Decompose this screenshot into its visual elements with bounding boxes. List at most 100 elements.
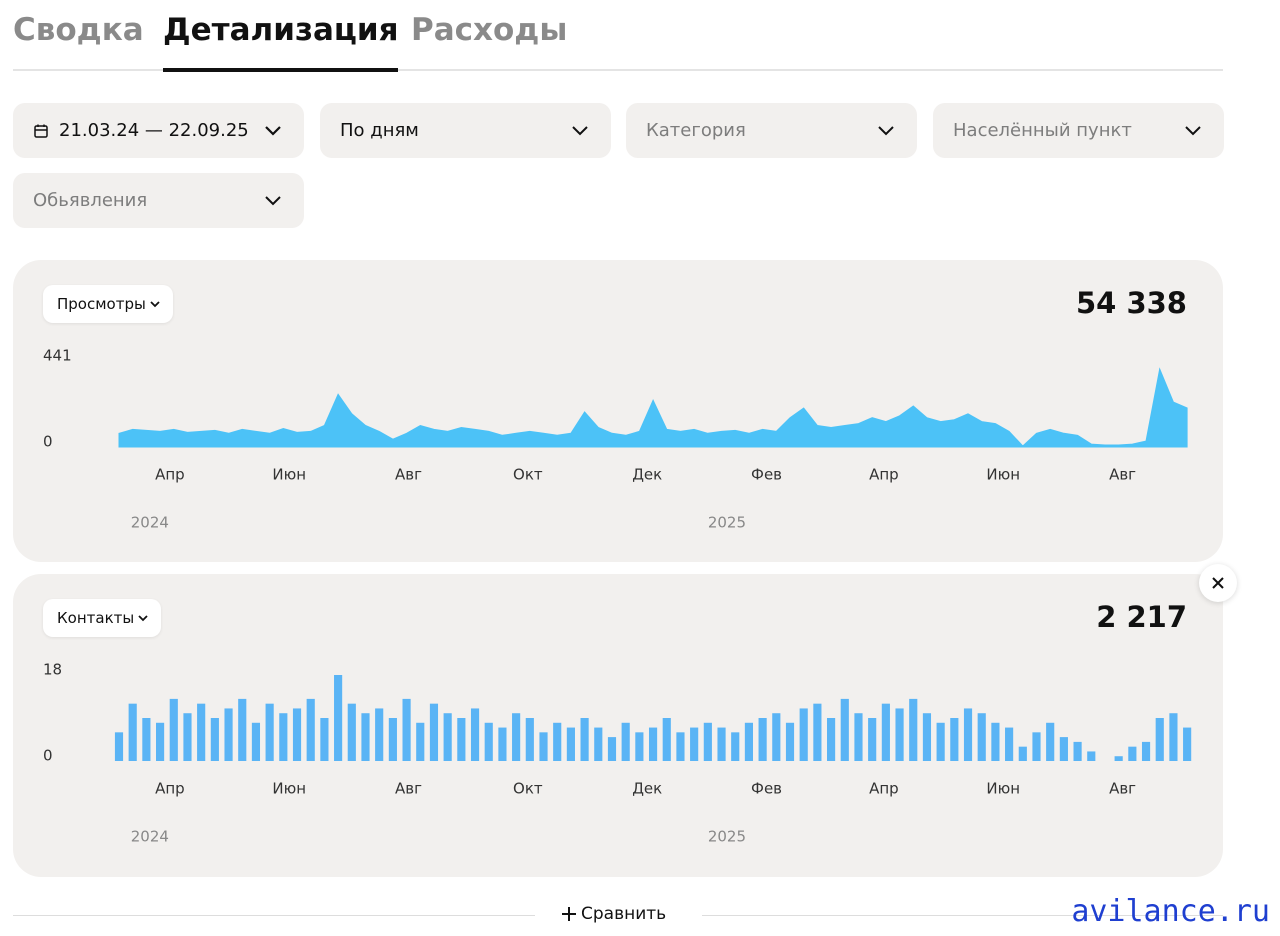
bar bbox=[799, 708, 808, 761]
bar bbox=[703, 722, 712, 761]
chevron bbox=[572, 126, 588, 136]
tab[interactable]: Детализация bbox=[163, 12, 399, 48]
bar bbox=[347, 703, 356, 761]
x-tick-label: Окт bbox=[513, 466, 543, 484]
bar bbox=[484, 722, 493, 761]
bar bbox=[1073, 741, 1082, 761]
x-tick-label: Авг bbox=[395, 466, 422, 484]
bar bbox=[635, 732, 644, 761]
x-tick-label: Дек bbox=[632, 780, 662, 798]
x-tick-label: Фев bbox=[751, 466, 782, 484]
metric-select[interactable]: Контакты bbox=[43, 599, 162, 637]
metric-name: Контакты bbox=[57, 609, 135, 627]
bar bbox=[1032, 732, 1041, 761]
bar bbox=[1141, 741, 1151, 761]
bar bbox=[1059, 737, 1068, 761]
chart-card: Просмотры 54 338 bbox=[13, 260, 1223, 562]
close-button[interactable] bbox=[1199, 564, 1237, 602]
bar bbox=[621, 722, 630, 761]
x-tick-label: Июн bbox=[272, 466, 306, 484]
chevron bbox=[265, 126, 281, 136]
bar bbox=[498, 727, 507, 761]
year-label: 2025 bbox=[708, 828, 746, 846]
year-label: 2024 bbox=[131, 828, 169, 846]
bar bbox=[375, 708, 384, 761]
date-filter[interactable]: 21.03.24 — 22.09.25 bbox=[13, 103, 304, 158]
bar bbox=[457, 718, 466, 761]
tab[interactable]: Сводка bbox=[13, 12, 144, 48]
y-tick-label: 441 bbox=[43, 347, 72, 365]
bar bbox=[210, 718, 219, 761]
bar bbox=[388, 718, 397, 761]
bar bbox=[292, 708, 302, 761]
x-tick-label: Июн bbox=[986, 466, 1020, 484]
compare-button[interactable]: Сравнить bbox=[560, 904, 666, 924]
grouping-filter[interactable]: По дням bbox=[320, 103, 611, 158]
category-filter[interactable]: Категория bbox=[626, 103, 917, 158]
bar bbox=[197, 703, 206, 761]
close-icon bbox=[1212, 577, 1224, 589]
bar bbox=[594, 727, 603, 761]
bar bbox=[156, 722, 165, 761]
bar bbox=[279, 713, 288, 761]
chevron bbox=[878, 126, 894, 136]
bar bbox=[881, 703, 890, 761]
bar bbox=[402, 698, 411, 761]
bar bbox=[265, 703, 274, 761]
filter-placeholder: Населённый пункт bbox=[953, 120, 1132, 141]
bar bbox=[169, 698, 178, 761]
bar bbox=[251, 722, 261, 761]
bar bbox=[183, 713, 192, 761]
x-tick-label: Июн bbox=[272, 780, 306, 798]
active-tab-underline bbox=[163, 68, 398, 72]
bar bbox=[936, 722, 945, 761]
bar bbox=[731, 732, 740, 761]
bar bbox=[1128, 746, 1137, 761]
x-tick-label: Апр bbox=[155, 466, 185, 484]
plus-icon bbox=[562, 907, 576, 921]
divider bbox=[13, 915, 535, 916]
bar bbox=[648, 727, 658, 761]
bar bbox=[470, 708, 480, 761]
bar bbox=[580, 718, 589, 761]
bar bbox=[566, 727, 575, 761]
bar bbox=[306, 698, 315, 761]
bar bbox=[813, 703, 822, 761]
metric-name: Просмотры bbox=[57, 295, 146, 313]
tab[interactable]: Расходы bbox=[411, 12, 568, 48]
area bbox=[118, 367, 1188, 448]
year-label: 2025 bbox=[708, 514, 746, 532]
bar bbox=[128, 703, 137, 761]
filter-placeholder: Категория bbox=[646, 120, 746, 141]
bar bbox=[1169, 713, 1178, 761]
bar bbox=[868, 718, 877, 761]
x-tick-label: Апр bbox=[869, 466, 899, 484]
x-tick-label: Июн bbox=[986, 780, 1020, 798]
bar bbox=[1183, 727, 1192, 761]
chevron bbox=[150, 301, 160, 308]
bar bbox=[772, 713, 781, 761]
divider bbox=[702, 915, 1223, 916]
bar bbox=[758, 718, 767, 761]
listings-filter[interactable]: Обьявления bbox=[13, 173, 304, 228]
x-tick-label: Фев bbox=[751, 780, 782, 798]
filter-value: 21.03.24 — 22.09.25 bbox=[59, 120, 249, 141]
bar bbox=[854, 713, 863, 761]
chevron bbox=[138, 615, 148, 622]
bar bbox=[1005, 727, 1014, 761]
metric-select[interactable]: Просмотры bbox=[43, 285, 173, 323]
locality-filter[interactable]: Населённый пункт bbox=[933, 103, 1224, 158]
x-tick-label: Авг bbox=[1109, 466, 1136, 484]
bar bbox=[416, 722, 425, 761]
metric-total: 54 338 bbox=[1076, 286, 1187, 320]
bar bbox=[977, 713, 986, 761]
bar bbox=[114, 732, 124, 761]
metric-total: 2 217 bbox=[1096, 600, 1187, 634]
bar bbox=[320, 718, 329, 761]
x-tick-label: Авг bbox=[395, 780, 422, 798]
bar bbox=[717, 727, 726, 761]
bar bbox=[334, 675, 343, 761]
bar bbox=[443, 713, 452, 761]
